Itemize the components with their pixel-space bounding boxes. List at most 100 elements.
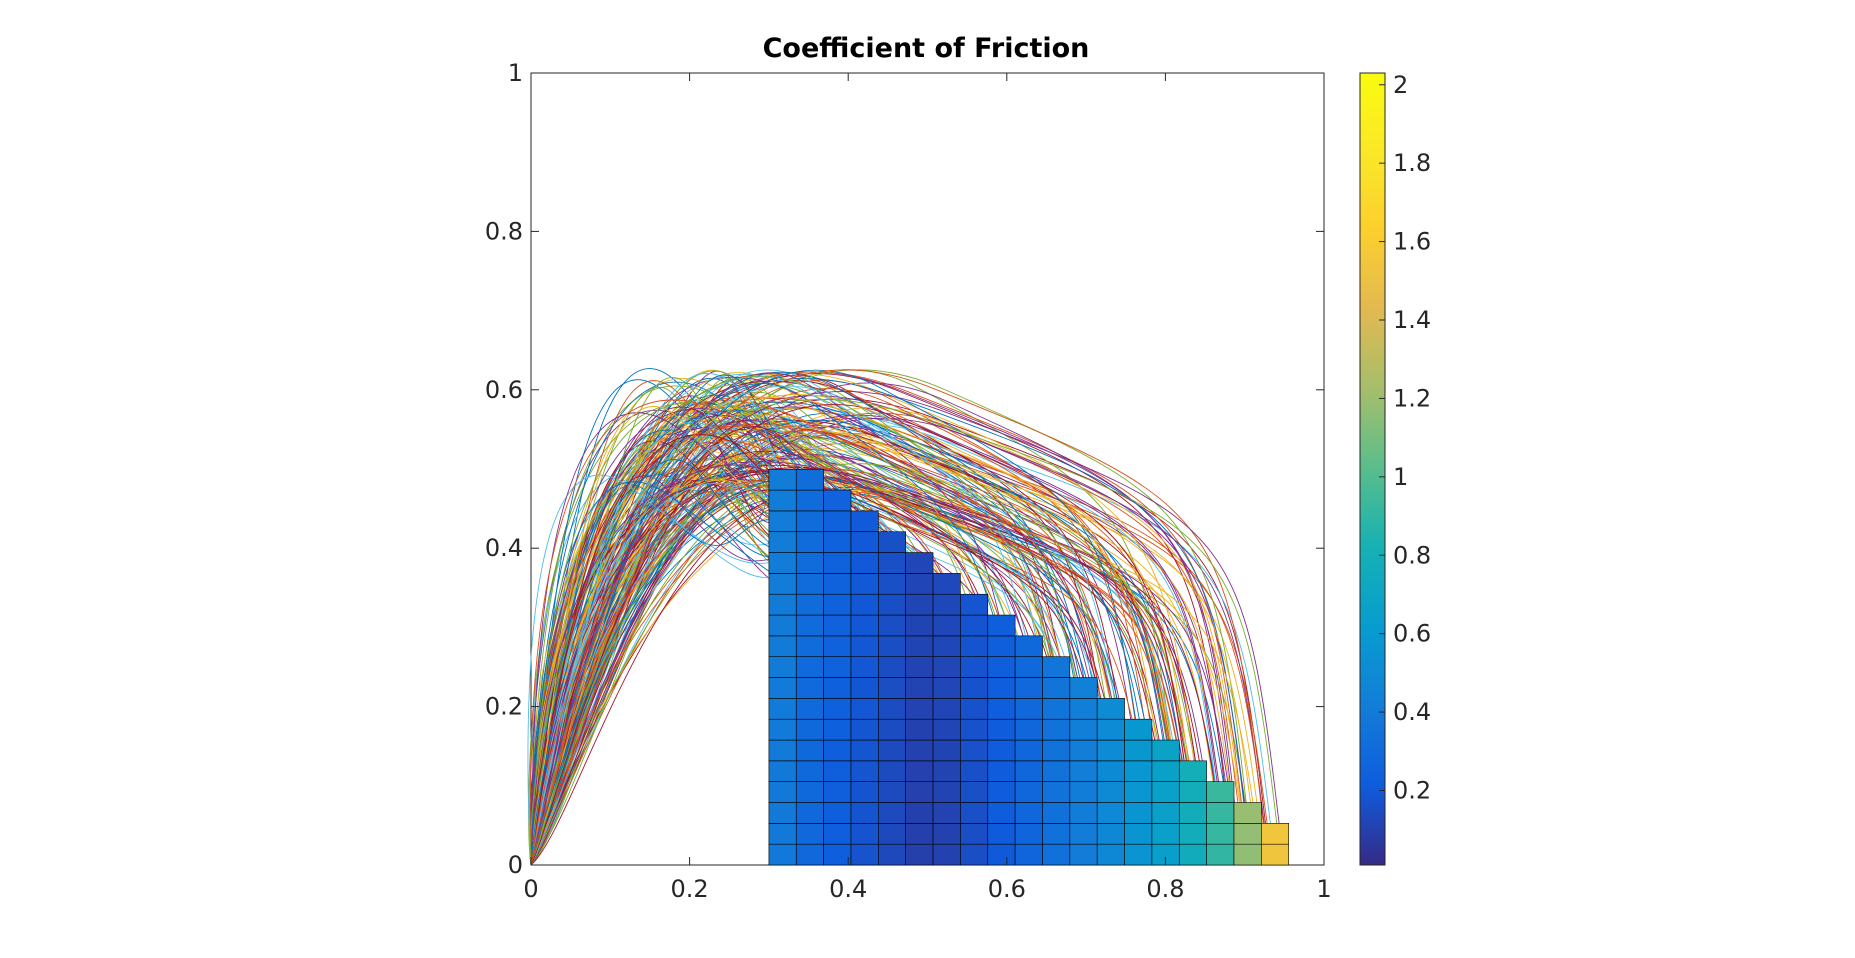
grid-cell (878, 593, 906, 616)
grid-cell (1178, 781, 1207, 803)
grid-cell (987, 781, 1016, 803)
grid-cell (1124, 718, 1153, 741)
grid-cell (823, 843, 852, 866)
grid-cell (878, 823, 906, 845)
trajectory-curve (530, 463, 1203, 866)
grid-cell (1069, 781, 1098, 803)
grid-cell (1096, 760, 1125, 782)
grid-cell (905, 593, 934, 616)
grid-cell (795, 677, 824, 699)
grid-cell (768, 635, 797, 658)
grid-cell (1206, 802, 1235, 824)
colorbar-tick-label: 0.4 (1393, 698, 1431, 726)
grid-cell (768, 510, 797, 533)
grid-cell (878, 656, 906, 678)
trajectory-curve (530, 433, 1075, 866)
grid-cell (1233, 823, 1262, 845)
grid-cell (768, 614, 797, 637)
grid-cell (795, 760, 824, 782)
trajectory-curve (530, 464, 1015, 866)
grid-cell (932, 760, 961, 782)
grid-cell (1151, 739, 1180, 762)
grid-cell (768, 843, 797, 866)
grid-cell (1096, 739, 1125, 762)
grid-cell (1096, 843, 1125, 866)
grid-cell (1014, 802, 1043, 824)
grid-cell (1151, 823, 1180, 845)
grid-cell (795, 802, 824, 824)
trajectory-curve (530, 369, 1269, 866)
grid-cell (960, 635, 989, 658)
grid-cell (878, 802, 906, 824)
grid-cell (987, 698, 1016, 720)
y-tick-label: 0.4 (485, 534, 523, 562)
trajectory-curve (530, 468, 1199, 866)
grid-cell (1014, 823, 1043, 845)
x-tick-label: 0 (523, 875, 538, 903)
trajectory-curve (530, 400, 1020, 866)
grid-cell (823, 573, 852, 595)
grid-cell (932, 802, 961, 824)
grid-cell (823, 677, 852, 699)
y-tick-label: 0.6 (485, 376, 523, 404)
grid-cell (905, 614, 934, 637)
grid-cell (878, 760, 906, 782)
grid-cell (850, 843, 879, 866)
trajectory-curve (527, 474, 791, 866)
grid-cell (850, 677, 879, 699)
trajectory-curve (530, 477, 1189, 866)
grid-cell (932, 843, 961, 866)
colorbar-tick-label: 1.8 (1393, 149, 1431, 177)
grid-cell (905, 635, 934, 658)
x-tick-label: 1 (1316, 875, 1331, 903)
grid-cell (823, 739, 852, 762)
grid-cell (960, 802, 989, 824)
grid-cell (850, 823, 879, 845)
colorbar-tick-label: 1.6 (1393, 228, 1431, 256)
grid-cell (1206, 823, 1235, 845)
trajectory-curve (530, 394, 1171, 866)
grid-cell (1069, 739, 1098, 762)
grid-cell (768, 573, 797, 595)
grid-cell (1069, 823, 1098, 845)
grid-cell (823, 656, 852, 678)
grid-cell (1096, 718, 1125, 741)
grid-cell (1069, 843, 1098, 866)
y-tick-label: 0.2 (485, 693, 523, 721)
grid-cell (850, 781, 879, 803)
grid-cell (1151, 802, 1180, 824)
grid-cell (1014, 781, 1043, 803)
trajectory-curve (530, 388, 1168, 866)
grid-cell (905, 698, 934, 720)
grid-cell (1096, 823, 1125, 845)
grid-cell (795, 843, 824, 866)
colorbar-tick-label: 2 (1393, 71, 1408, 99)
y-tick-label: 1 (508, 59, 523, 87)
grid-cell (795, 781, 824, 803)
grid-cell (1124, 739, 1153, 762)
grid-cell (932, 656, 961, 678)
grid-cell (987, 718, 1016, 741)
grid-cell (960, 656, 989, 678)
axes: 0 0.2 0.4 0.6 0.8 1 0 0.2 0.4 0.6 0.8 1 (485, 59, 1332, 903)
grid-cell (1042, 698, 1071, 720)
grid-cell (1124, 781, 1153, 803)
grid-cell (1042, 760, 1071, 782)
grid-cell (960, 593, 989, 616)
grid-cell (1069, 718, 1098, 741)
chart-title: Coefficient of Friction (763, 33, 1090, 64)
grid-cell (795, 698, 824, 720)
friction-grid-cells (768, 468, 1290, 866)
grid-cell (1178, 760, 1207, 782)
grid-cell (905, 760, 934, 782)
grid-cell (878, 531, 906, 553)
trajectory-curve (530, 404, 1198, 866)
grid-cell (795, 593, 824, 616)
grid-cell (878, 552, 906, 574)
grid-cell (878, 614, 906, 637)
grid-cell (823, 593, 852, 616)
grid-cell (823, 718, 852, 741)
grid-cell (1124, 760, 1153, 782)
grid-cell (1124, 843, 1153, 866)
